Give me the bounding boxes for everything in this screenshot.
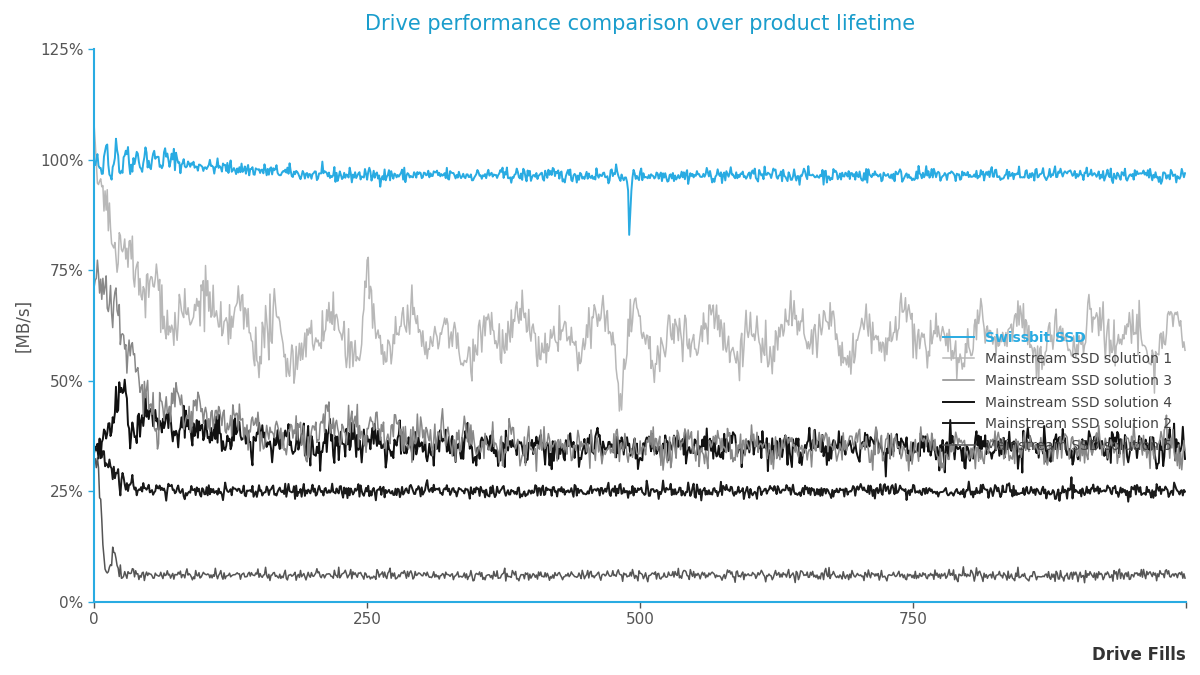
Mainstream SSD solution 4: [569, 443, 583, 451]
Title: Drive performance comparison over product lifetime: Drive performance comparison over produc…: [365, 14, 916, 34]
Mainstream SSD solution 5: [1078, 578, 1092, 587]
Mainstream SSD solution 1: [838, 354, 852, 362]
Mainstream SSD solution 2: [569, 482, 583, 490]
Mainstream SSD solution 5: [938, 574, 953, 583]
Mainstream SSD solution 1: [86, 122, 101, 130]
Line: Mainstream SSD solution 2: Mainstream SSD solution 2: [94, 448, 1186, 502]
Mainstream SSD solution 3: [86, 283, 101, 291]
Y-axis label: [MB/s]: [MB/s]: [14, 299, 32, 352]
Mainstream SSD solution 2: [199, 483, 214, 491]
Line: Mainstream SSD solution 1: Mainstream SSD solution 1: [94, 126, 1186, 411]
Mainstream SSD solution 4: [960, 442, 974, 450]
Mainstream SSD solution 3: [940, 451, 954, 459]
Mainstream SSD solution 4: [940, 438, 954, 446]
Mainstream SSD solution 4: [86, 449, 101, 457]
Swissbit SSD: [569, 171, 583, 180]
Swissbit SSD: [960, 171, 974, 179]
Mainstream SSD solution 2: [529, 483, 544, 491]
Swissbit SSD: [86, 157, 101, 165]
Mainstream SSD solution 4: [878, 472, 893, 481]
Line: Swissbit SSD: Swissbit SSD: [94, 139, 1186, 235]
Mainstream SSD solution 2: [838, 493, 852, 501]
Mainstream SSD solution 3: [529, 467, 544, 475]
Swissbit SSD: [940, 176, 954, 184]
Mainstream SSD solution 3: [530, 441, 545, 449]
Line: Mainstream SSD solution 3: Mainstream SSD solution 3: [94, 260, 1186, 471]
Swissbit SSD: [199, 165, 214, 173]
Swissbit SSD: [839, 169, 853, 177]
Mainstream SSD solution 3: [1178, 446, 1193, 454]
Mainstream SSD solution 5: [86, 454, 101, 462]
Mainstream SSD solution 2: [959, 488, 973, 496]
Line: Mainstream SSD solution 5: Mainstream SSD solution 5: [94, 458, 1186, 583]
Mainstream SSD solution 5: [959, 570, 973, 578]
Mainstream SSD solution 1: [938, 342, 953, 350]
Mainstream SSD solution 4: [529, 433, 544, 441]
Swissbit SSD: [1178, 169, 1193, 178]
Mainstream SSD solution 2: [1121, 497, 1135, 506]
Mainstream SSD solution 5: [1178, 574, 1193, 582]
Mainstream SSD solution 1: [568, 341, 582, 349]
Mainstream SSD solution 1: [528, 329, 542, 338]
Mainstream SSD solution 1: [959, 340, 973, 348]
Swissbit SSD: [622, 231, 636, 239]
Swissbit SSD: [529, 169, 544, 177]
Mainstream SSD solution 5: [569, 572, 583, 580]
Mainstream SSD solution 5: [90, 454, 104, 462]
Mainstream SSD solution 5: [529, 571, 544, 579]
Mainstream SSD solution 1: [198, 261, 212, 269]
Line: Mainstream SSD solution 4: Mainstream SSD solution 4: [94, 379, 1186, 477]
Text: Drive Fills: Drive Fills: [1092, 646, 1186, 664]
Mainstream SSD solution 3: [90, 256, 104, 264]
Mainstream SSD solution 1: [612, 407, 626, 415]
Mainstream SSD solution 2: [86, 446, 101, 454]
Legend: Swissbit SSD, Mainstream SSD solution 1, Mainstream SSD solution 3, Mainstream S: Swissbit SSD, Mainstream SSD solution 1,…: [936, 323, 1180, 460]
Mainstream SSD solution 3: [199, 410, 214, 418]
Mainstream SSD solution 3: [960, 448, 974, 456]
Mainstream SSD solution 4: [199, 423, 214, 431]
Mainstream SSD solution 4: [1178, 455, 1193, 463]
Mainstream SSD solution 1: [1178, 346, 1193, 354]
Mainstream SSD solution 3: [839, 437, 853, 445]
Mainstream SSD solution 2: [88, 443, 102, 452]
Mainstream SSD solution 2: [1178, 487, 1193, 495]
Mainstream SSD solution 2: [938, 484, 953, 492]
Mainstream SSD solution 4: [118, 375, 132, 383]
Swissbit SSD: [109, 135, 124, 143]
Mainstream SSD solution 3: [570, 439, 584, 447]
Mainstream SSD solution 5: [838, 572, 852, 580]
Mainstream SSD solution 5: [199, 571, 214, 579]
Mainstream SSD solution 4: [838, 446, 852, 454]
